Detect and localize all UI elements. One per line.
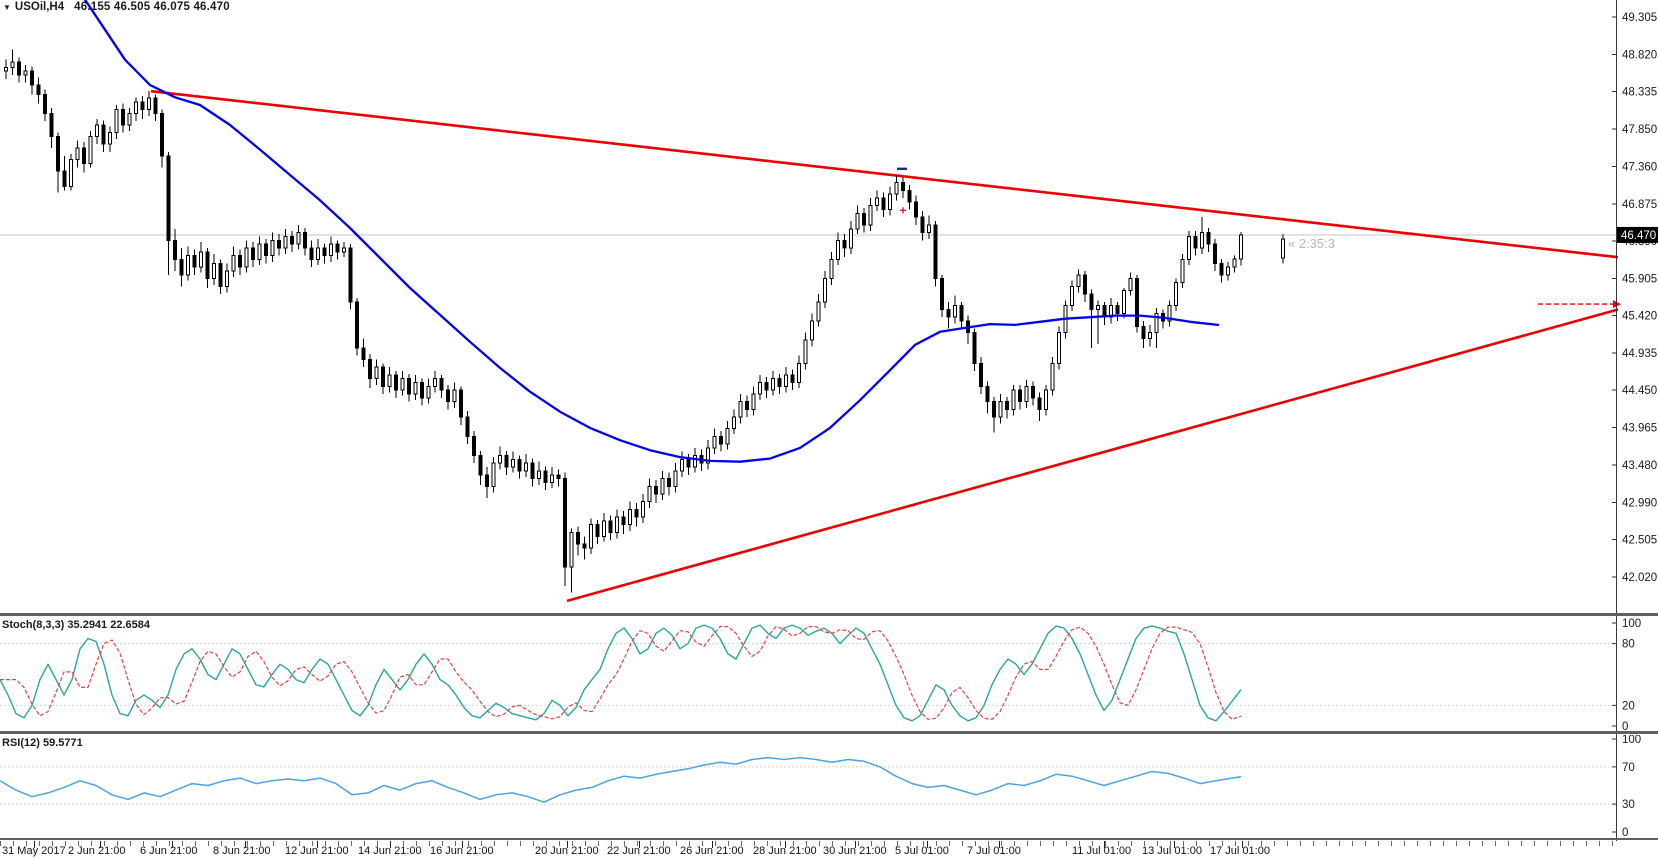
svg-text:42.990: 42.990 [1622, 497, 1657, 509]
svg-text:45.420: 45.420 [1622, 311, 1657, 323]
rsi-panel[interactable]: 100 70 30 0 [0, 735, 1658, 838]
stoch-main-line [0, 624, 1242, 722]
time-axis-label: 26 Jun 21:00 [680, 845, 744, 857]
peak-cross-marker[interactable] [900, 207, 906, 214]
chart-title: ▼ USOil,H4 46.155 46.505 46.075 46.470 [3, 1, 230, 13]
time-axis-major-tick [1242, 841, 1243, 848]
ascending-trendline[interactable] [566, 308, 1619, 603]
current-price-value: 46.470 [1621, 230, 1656, 242]
svg-text:20: 20 [1622, 700, 1635, 712]
time-axis-major-tick [462, 841, 463, 848]
svg-text:47.850: 47.850 [1622, 124, 1657, 136]
ohlc-values-label: 46.155 46.505 46.075 46.470 [74, 1, 230, 13]
svg-text:43.480: 43.480 [1622, 460, 1657, 472]
time-axis-label: 12 Jun 21:00 [285, 845, 349, 857]
time-axis-major-tick [927, 841, 928, 848]
time-axis-label: 11 Jul 01:00 [1072, 845, 1132, 857]
time-axis-major-tick [34, 841, 35, 848]
svg-text:47.360: 47.360 [1622, 162, 1657, 174]
svg-text:48.820: 48.820 [1622, 49, 1657, 61]
time-axis-major-tick [390, 841, 391, 848]
time-axis-label: 13 Jul 01:00 [1142, 845, 1202, 857]
symbol-period-label: USOil,H4 [14, 1, 65, 13]
time-axis-major-tick [567, 841, 568, 848]
time-axis-major-tick [1174, 841, 1175, 848]
pane-separator[interactable] [0, 613, 1658, 616]
time-axis-label: 6 Jun 21:00 [140, 845, 198, 857]
time-axis-ticks [0, 841, 1617, 846]
stochastic-panel[interactable]: 100 80 20 0 [0, 617, 1658, 731]
time-axis-major-tick [245, 841, 246, 848]
symbol-dropdown-icon[interactable]: ▼ [3, 2, 11, 12]
time-axis-label: 28 Jun 21:00 [753, 845, 817, 857]
stoch-signal-line [0, 626, 1242, 720]
price-axis-labels[interactable]: 49.30548.82048.33547.85047.36046.87546.3… [1612, 12, 1657, 584]
time-axis-major-tick [317, 841, 318, 848]
svg-text:48.335: 48.335 [1622, 87, 1657, 99]
time-axis-label: 31 May 2017 [2, 845, 66, 857]
svg-text:100: 100 [1622, 735, 1641, 746]
time-axis-label: 14 Jun 21:00 [358, 845, 422, 857]
stochastic-label: Stoch(8,3,3) 35.2941 22.6584 [2, 619, 150, 631]
time-axis-label: 5 Jul 01:00 [895, 845, 949, 857]
svg-text:42.020: 42.020 [1622, 572, 1657, 584]
svg-text:44.935: 44.935 [1622, 348, 1657, 360]
svg-text:46.875: 46.875 [1622, 199, 1657, 211]
time-axis-label: 8 Jun 21:00 [213, 845, 271, 857]
svg-text:49.305: 49.305 [1622, 12, 1657, 24]
time-axis-label: 30 Jun 21:00 [823, 845, 887, 857]
moving-average-line[interactable] [83, 0, 1220, 463]
time-axis-label: 22 Jun 21:00 [607, 845, 671, 857]
rsi-line [0, 756, 1242, 803]
time-axis-label: 20 Jun 21:00 [535, 845, 599, 857]
time-axis-major-tick [855, 841, 856, 848]
time-axis-major-tick [172, 841, 173, 848]
time-axis[interactable]: 31 May 2017 2 Jun 21:00 6 Jun 21:00 8 Jun 2… [0, 841, 1658, 859]
svg-text:100: 100 [1622, 618, 1641, 630]
svg-text:42.505: 42.505 [1622, 535, 1657, 547]
rsi-label: RSI(12) 59.5771 [2, 737, 83, 749]
time-axis-major-tick [712, 841, 713, 848]
current-price-tag [1617, 226, 1658, 243]
svg-text:0: 0 [1622, 827, 1628, 838]
svg-text:30: 30 [1622, 799, 1635, 811]
time-axis-major-tick [639, 841, 640, 848]
svg-text:0: 0 [1622, 721, 1628, 731]
time-axis-major-tick [100, 841, 101, 848]
svg-text:80: 80 [1622, 639, 1635, 651]
time-axis-major-tick [999, 841, 1000, 848]
time-axis-label: 16 Jun 21:00 [430, 845, 494, 857]
svg-text:45.905: 45.905 [1622, 273, 1657, 285]
time-axis-label: 2 Jun 21:00 [68, 845, 126, 857]
breakout-arrow-head [1613, 300, 1621, 309]
time-axis-major-tick [1104, 841, 1105, 848]
time-axis-major-tick [785, 841, 786, 848]
svg-text:43.965: 43.965 [1622, 422, 1657, 434]
time-axis-label: 17 Jul 01:00 [1210, 845, 1270, 857]
svg-text:44.450: 44.450 [1622, 385, 1657, 397]
svg-text:70: 70 [1622, 762, 1635, 774]
main-price-chart[interactable]: 49.30548.82048.33547.85047.36046.87546.3… [0, 0, 1658, 613]
candle-countdown-timer: « 2:35:3 [1288, 236, 1335, 251]
time-axis-label: 7 Jul 01:00 [967, 845, 1021, 857]
pane-separator[interactable] [0, 731, 1658, 734]
candlesticks [3, 49, 1286, 593]
price-axis-border [1616, 0, 1617, 841]
pane-separator [0, 838, 1658, 840]
descending-trendline[interactable] [150, 89, 1619, 259]
peak-dash-marker[interactable] [897, 167, 907, 171]
